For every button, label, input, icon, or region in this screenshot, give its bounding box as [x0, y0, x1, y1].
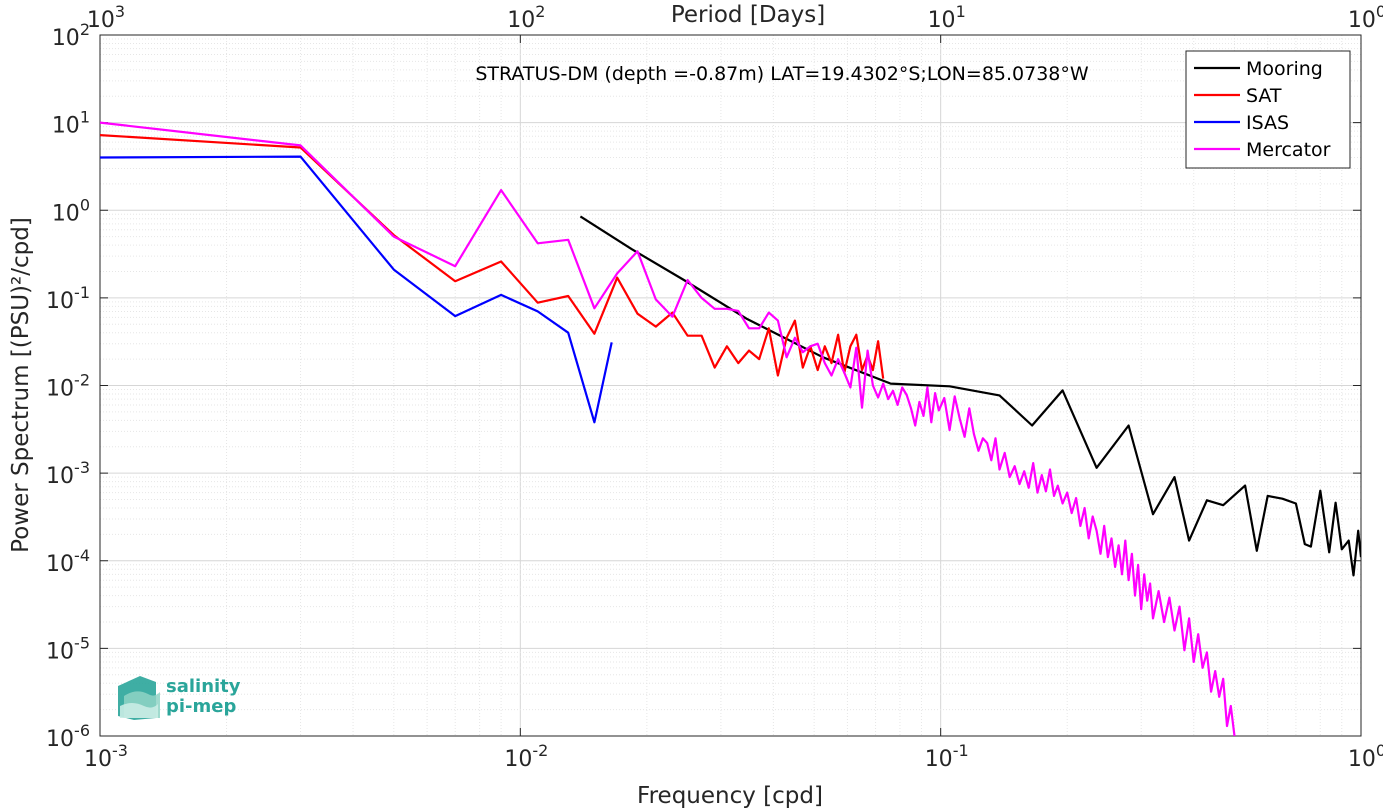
y-tick-label: 101 — [52, 108, 90, 139]
logo-line2: pi-mep — [166, 696, 236, 717]
y-axis-label: Power Spectrum [(PSU)²/cpd] — [8, 217, 34, 553]
series-line-mooring — [579, 215, 1361, 577]
x-axis-label: Frequency [cpd] — [637, 783, 823, 809]
x2-tick-label: 101 — [928, 2, 966, 33]
series-line-isas — [100, 155, 613, 424]
y-tick-label: 10-6 — [46, 721, 90, 752]
legend-label: ISAS — [1246, 112, 1289, 134]
y-tick-label: 10-3 — [46, 458, 90, 489]
y-tick-label: 100 — [52, 195, 90, 226]
legend-label: Mercator — [1246, 139, 1331, 161]
logo-line1: salinity — [166, 676, 241, 697]
y-tick-label: 10-4 — [46, 546, 90, 577]
x2-tick-label: 100 — [1348, 2, 1383, 33]
salinity-pi-mep-logo: salinity pi-mep — [118, 676, 241, 720]
series-line-sat — [100, 134, 885, 379]
grid — [99, 35, 1361, 737]
x-tick-label: 10-2 — [504, 741, 548, 772]
x-tick-label: 100 — [1348, 741, 1383, 772]
x2-tick-label: 103 — [87, 2, 125, 33]
legend-label: SAT — [1246, 85, 1282, 107]
x-tick-label: 10-1 — [925, 741, 969, 772]
y-tick-label: 10-1 — [46, 283, 90, 314]
legend: Mooring SAT ISAS Mercator — [1185, 50, 1351, 169]
legend-label: Mooring — [1246, 58, 1323, 80]
y-tick-label: 10-5 — [46, 633, 90, 664]
chart-title: STRATUS-DM (depth =-0.87m) LAT=19.4302°S… — [475, 63, 1089, 85]
y-tick-label: 10-2 — [46, 371, 90, 402]
x2-axis-label: Period [Days] — [671, 2, 825, 28]
y-tick-label: 102 — [52, 20, 90, 51]
series-lines — [100, 121, 1361, 736]
x-tick-label: 10-3 — [84, 741, 128, 772]
x2-tick-label: 102 — [507, 2, 545, 33]
series-line-mercator — [100, 121, 1236, 736]
